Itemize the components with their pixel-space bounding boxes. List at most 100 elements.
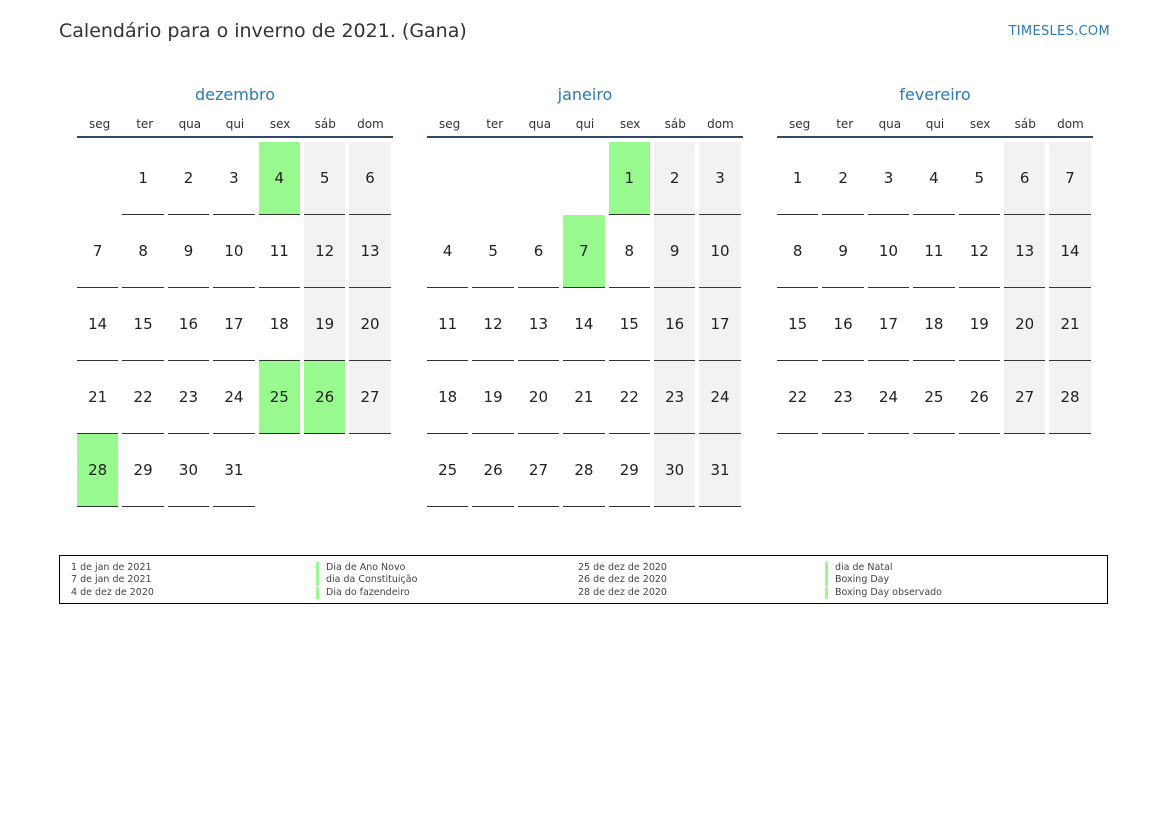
day-number: 16 <box>653 288 696 361</box>
weekday-label: qui <box>925 117 945 131</box>
weekday-label: seg <box>88 117 111 131</box>
day-number: 7 <box>1049 142 1091 215</box>
day-number: 14 <box>563 288 605 361</box>
day-cell: 6 <box>349 142 394 215</box>
day-number: 26 <box>958 361 1000 434</box>
day-cell: 20 <box>517 361 563 434</box>
holiday-day-cell: 4 <box>258 142 304 215</box>
day-cell: 27 <box>349 361 394 434</box>
day-cell: 16 <box>822 288 867 361</box>
day-cell: 22 <box>777 361 822 434</box>
day-cell: 30 <box>167 434 213 507</box>
day-cell: 15 <box>777 288 822 361</box>
day-cell: 2 <box>653 142 699 215</box>
day-number: 16 <box>822 288 864 361</box>
day-number: 6 <box>1003 142 1046 215</box>
day-number: 1 <box>608 142 650 215</box>
day-number: 4 <box>913 142 955 215</box>
day-cell: 3 <box>213 142 258 215</box>
holiday-day-cell: 25 <box>258 361 304 434</box>
day-cell: 26 <box>472 434 517 507</box>
day-grid: 1 2 3 4 5 6 7 8 9 10 11 12 13 14 15 16 17 18 19 20 21 22 23 24 2… <box>427 142 743 507</box>
day-cell: 11 <box>913 215 958 288</box>
day-cell: 5 <box>303 142 349 215</box>
day-number: 25 <box>913 361 955 434</box>
day-number: 25 <box>258 361 300 434</box>
legend-date: 1 de jan de 2021 <box>71 562 152 573</box>
day-number: 23 <box>822 361 864 434</box>
page-title: Calendário para o inverno de 2021. (Gana… <box>59 20 467 42</box>
day-cell: 28 <box>563 434 608 507</box>
day-number: 23 <box>653 361 696 434</box>
day-number: 28 <box>77 434 119 507</box>
day-cell: 5 <box>472 215 517 288</box>
day-cell: 7 <box>1049 142 1094 215</box>
day-cell: 10 <box>699 215 744 288</box>
day-cell: 16 <box>167 288 213 361</box>
day-cell: 7 <box>77 215 122 288</box>
day-number: 29 <box>608 434 650 507</box>
weekday-label: dom <box>1057 117 1084 131</box>
month-title: janeiro <box>557 85 613 104</box>
day-number: 4 <box>258 142 300 215</box>
weekday-label: sáb <box>1014 117 1036 131</box>
day-number: 6 <box>517 215 560 288</box>
day-number: 19 <box>303 288 346 361</box>
weekday-label: qua <box>528 117 552 131</box>
brand-link[interactable]: TIMESLES.COM <box>1008 24 1110 39</box>
day-cell: 9 <box>653 215 699 288</box>
day-cell: 9 <box>822 215 867 288</box>
day-cell: 1 <box>122 142 167 215</box>
day-cell: 8 <box>777 215 822 288</box>
day-number: 24 <box>867 361 910 434</box>
day-number: 8 <box>122 215 164 288</box>
day-number: 12 <box>472 288 514 361</box>
legend-row: 7 de jan de 2021 dia da Constituição 26 … <box>60 574 1107 586</box>
day-number: 11 <box>258 215 300 288</box>
day-number: 6 <box>349 142 391 215</box>
day-cell: 21 <box>563 361 608 434</box>
day-number: 26 <box>472 434 514 507</box>
day-cell: 31 <box>699 434 744 507</box>
day-number: 14 <box>77 288 119 361</box>
day-number: 30 <box>167 434 210 507</box>
day-cell: 12 <box>472 288 517 361</box>
weekday-label: ter <box>136 117 154 131</box>
day-number: 20 <box>349 288 391 361</box>
day-cell: 23 <box>822 361 867 434</box>
legend-holiday-name: dia da Constituição <box>316 574 417 586</box>
holiday-day-cell: 26 <box>303 361 349 434</box>
day-number: 28 <box>563 434 605 507</box>
day-number: 3 <box>699 142 741 215</box>
day-cell: 22 <box>608 361 654 434</box>
day-cell: 9 <box>167 215 213 288</box>
day-cell: 19 <box>958 288 1004 361</box>
day-number: 17 <box>699 288 741 361</box>
day-cell: 1 <box>777 142 822 215</box>
weekday-label: sex <box>269 117 291 131</box>
day-cell: 4 <box>427 215 472 288</box>
legend-holiday-name: Boxing Day <box>825 574 889 586</box>
legend-holiday-name: dia de Natal <box>825 562 893 574</box>
day-cell: 20 <box>1003 288 1049 361</box>
legend-holiday-name: Dia de Ano Novo <box>316 562 405 574</box>
day-number: 14 <box>1049 215 1091 288</box>
weekday-label: qui <box>225 117 245 131</box>
day-number: 11 <box>913 215 955 288</box>
day-cell: 23 <box>653 361 699 434</box>
day-cell: 18 <box>913 288 958 361</box>
day-cell: 17 <box>699 288 744 361</box>
day-number: 5 <box>958 142 1000 215</box>
day-number: 18 <box>427 361 469 434</box>
holiday-day-cell: 28 <box>77 434 122 507</box>
day-cell: 11 <box>427 288 472 361</box>
day-cell: 19 <box>303 288 349 361</box>
day-number: 26 <box>303 361 346 434</box>
day-number: 12 <box>958 215 1000 288</box>
day-cell: 20 <box>349 288 394 361</box>
day-cell: 18 <box>258 288 304 361</box>
day-number: 8 <box>608 215 650 288</box>
legend-holiday-name: Dia do fazendeiro <box>316 587 410 599</box>
day-cell: 5 <box>958 142 1004 215</box>
